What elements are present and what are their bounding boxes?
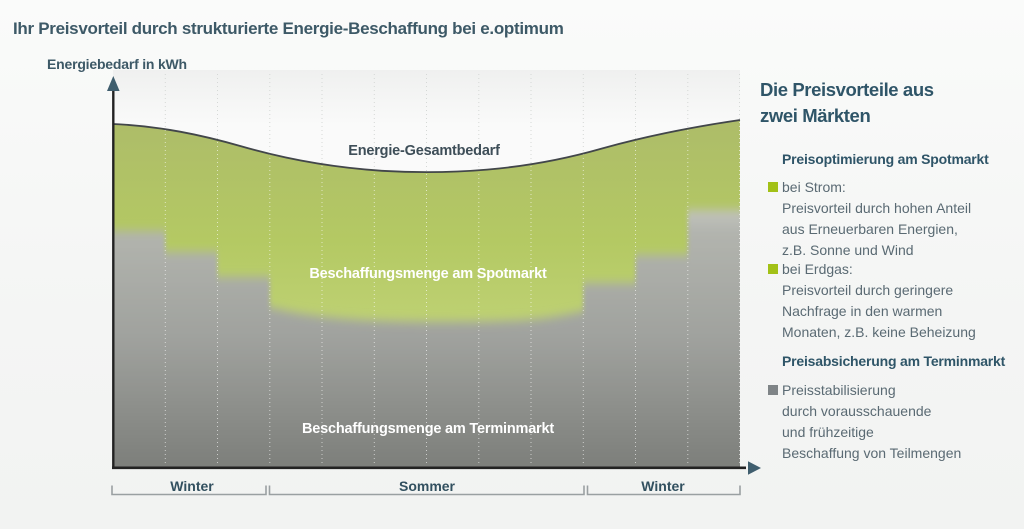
section-spotmarkt-heading: Preisoptimierung am Spotmarkt — [782, 151, 989, 167]
winter-left-bracket — [111, 485, 267, 496]
area-label-spotmarkt: Beschaffungsmenge am Spotmarkt — [309, 266, 547, 282]
month-gridlines-white — [164, 120, 740, 466]
x-axis-arrow-icon — [748, 461, 761, 475]
benefits-panel: Die Preisvorteile aus zwei Märkten Preis… — [760, 77, 1018, 461]
page-title: Ihr Preisvorteil durch strukturierte Ene… — [13, 19, 564, 38]
y-axis-label: Energiebedarf in kWh — [47, 56, 187, 72]
gray-bullet-icon — [768, 385, 778, 395]
bullet-line: aus Erneuerbaren Energien, — [782, 221, 958, 237]
section-terminmarkt-heading: Preisabsicherung am Terminmarkt — [782, 353, 1006, 369]
bullet-line: durch vorausschauende — [782, 403, 932, 419]
bullet-line: Beschaffung von Teilmengen — [782, 445, 962, 461]
gesamtbedarf-curve — [112, 119, 741, 174]
green-bullet-icon — [768, 264, 778, 274]
green-bullet-icon — [768, 182, 778, 192]
bullet-item-erdgas: bei Erdgas: Preisvorteil durch geringere… — [760, 259, 976, 343]
season-label-winter-right: Winter — [641, 478, 685, 494]
season-brackets — [111, 485, 741, 496]
bullet-line: bei Strom: — [782, 179, 846, 195]
area-label-terminmarkt: Beschaffungsmenge am Terminmarkt — [302, 421, 554, 437]
bullet-line: Nachfrage in den warmen — [782, 303, 943, 319]
bullet-line: und frühzeitige — [782, 424, 874, 440]
season-label-sommer: Sommer — [398, 478, 456, 494]
bullet-item-strom: bei Strom: Preisvorteil durch hohen Ante… — [760, 177, 971, 261]
bullet-item-preisstabilisierung: Preisstabilisierung durch vorausschauend… — [760, 380, 961, 464]
y-axis-arrow-icon — [107, 76, 120, 91]
bullet-line: Preisvorteil durch hohen Anteil — [782, 200, 972, 216]
season-label-winter-left: Winter — [170, 478, 214, 494]
panel-heading: Die Preisvorteile aus zwei Märkten — [760, 79, 934, 126]
area-label-gesamtbedarf: Energie-Gesamtbedarf — [348, 143, 500, 159]
bullet-line: Monaten, z.B. keine Beheizung — [782, 324, 976, 340]
sommer-bracket — [268, 485, 585, 496]
winter-right-bracket — [586, 485, 741, 496]
bullet-line: bei Erdgas: — [782, 261, 853, 277]
bullet-line: Preisstabilisierung — [782, 382, 896, 398]
bullet-line: z.B. Sonne und Wind — [782, 242, 914, 258]
bullet-line: Preisvorteil durch geringere — [782, 282, 954, 298]
